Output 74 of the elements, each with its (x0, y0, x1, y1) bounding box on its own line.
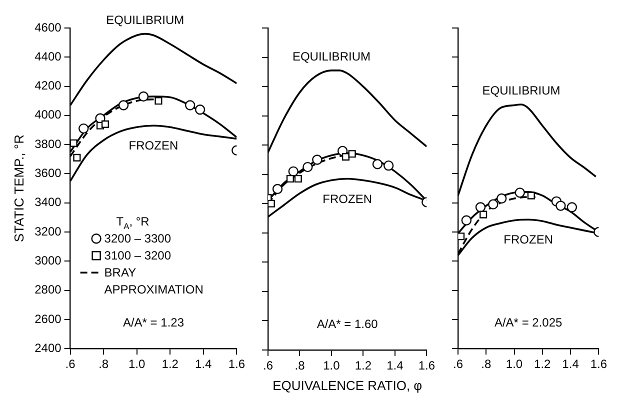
series-label: EQUILIBRIUM (292, 49, 370, 64)
point (527, 192, 535, 200)
series-label: FROZEN (322, 192, 372, 206)
point (288, 166, 298, 177)
y-tick-label: 4200 (34, 78, 62, 93)
point (514, 188, 525, 198)
x-tick-label: 1.2 (162, 357, 179, 372)
annotation: A/A* = 1.60 (316, 317, 378, 331)
annotation: A/A* = 2.025 (494, 316, 563, 330)
y-tick-label: 3600 (34, 166, 62, 180)
point (194, 104, 206, 115)
point (184, 100, 196, 110)
series-label: EQUILIBRIUM (482, 84, 560, 98)
y-tick-label: 4000 (34, 108, 62, 122)
point (488, 199, 498, 210)
legend-label: 3200 – 3300 (104, 232, 172, 246)
x-tick-label: 1.4 (195, 357, 212, 372)
series-label: FROZEN (504, 232, 553, 247)
point (348, 150, 356, 158)
point (286, 174, 294, 183)
point (70, 139, 78, 147)
x-tick-label: 1.6 (418, 358, 436, 373)
y-tick-label: 3800 (34, 136, 62, 151)
point (342, 153, 350, 161)
y-tick-label: 2800 (34, 282, 62, 297)
y-tick-label: 3200 (34, 224, 62, 238)
x-tick-label: .6 (452, 357, 464, 372)
point (154, 97, 162, 105)
point (73, 154, 81, 162)
y-tick-label: 3000 (34, 253, 62, 268)
point (101, 120, 110, 128)
point (372, 159, 383, 170)
x-tick-label: 1.6 (228, 357, 246, 372)
legend-label: 3100 – 3200 (104, 248, 172, 263)
point (312, 154, 322, 165)
x-tick-label: 1.0 (128, 357, 146, 372)
point (556, 200, 566, 211)
x-axis-title: EQUIVALENCE RATIO, φ (272, 378, 422, 393)
x-tick-label: 1.2 (354, 358, 372, 373)
point (496, 193, 507, 204)
y-tick-label: 4600 (34, 20, 62, 34)
x-tick-label: 1.0 (323, 358, 340, 373)
point (461, 215, 472, 226)
annotation: A/A* = 1.23 (122, 316, 184, 330)
point (383, 160, 394, 171)
x-tick-label: 1.0 (506, 357, 523, 372)
y-axis-title: STATIC TEMP., °R (11, 134, 26, 242)
series-label: FROZEN (128, 138, 178, 153)
point (475, 202, 486, 212)
x-tick-label: 1.6 (590, 357, 608, 372)
point (138, 91, 149, 102)
point (118, 100, 129, 110)
y-tick-label: 2400 (34, 340, 62, 355)
x-tick-label: .8 (481, 357, 492, 372)
legend-label: BRAY APPROXIMATION (104, 266, 204, 297)
y-tick-label: 4400 (34, 49, 62, 64)
x-tick-label: .6 (65, 357, 76, 372)
point (268, 200, 275, 208)
x-tick-label: 1.4 (562, 357, 580, 372)
y-tick-label: 2600 (34, 312, 62, 326)
point (272, 184, 283, 194)
y-tick-label: 3400 (34, 195, 62, 210)
point (480, 210, 488, 218)
series-label: EQUILIBRIUM (106, 12, 184, 27)
x-tick-label: .8 (98, 357, 109, 372)
x-tick-label: 1.2 (534, 357, 552, 372)
x-tick-label: .8 (294, 358, 306, 373)
x-tick-label: 1.4 (386, 358, 404, 373)
point (302, 162, 313, 172)
x-tick-label: .6 (262, 358, 274, 373)
point (566, 202, 578, 212)
point (294, 174, 302, 183)
point (458, 232, 465, 240)
point (78, 123, 89, 134)
